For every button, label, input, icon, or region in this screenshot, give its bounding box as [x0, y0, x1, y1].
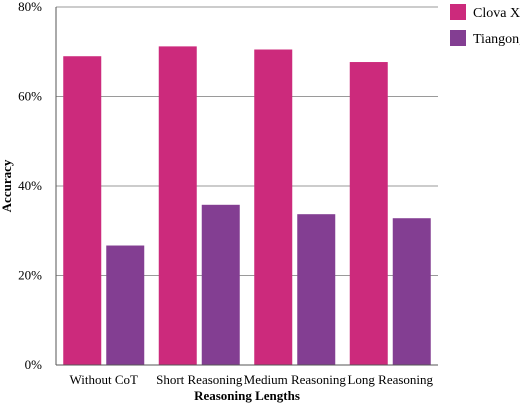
x-tick-label: Without CoT: [70, 372, 139, 387]
bar-tiangong: [392, 218, 431, 365]
bar-tiangong: [201, 204, 240, 365]
bar-clova-x-n: [63, 56, 102, 365]
bar-clova-x-n: [254, 49, 293, 365]
x-tick-labels: Without CoT Short Reasoning Medium Reasoni…: [70, 372, 434, 387]
x-tick-label: Short Reasoning: [156, 372, 243, 387]
bar-clova-x-n: [158, 46, 197, 365]
bars: [63, 46, 431, 365]
y-tick-label: 20%: [18, 268, 42, 283]
legend-label: Clova X N: [473, 6, 520, 21]
bar-tiangong: [297, 214, 336, 365]
bar-tiangong: [106, 245, 145, 365]
y-tick-label: 0%: [25, 357, 43, 372]
y-axis-title: Accuracy: [0, 159, 14, 212]
y-tick-label: 40%: [18, 178, 42, 193]
legend: Clova X N Tiangong: [450, 4, 520, 47]
y-tick-labels: 0% 20% 40% 60% 80%: [18, 0, 42, 372]
x-tick-label: Long Reasoning: [347, 372, 433, 387]
legend-swatch: [450, 4, 466, 20]
bar-clova-x-n: [349, 62, 388, 365]
legend-swatch: [450, 30, 466, 46]
y-tick-label: 60%: [18, 89, 42, 104]
x-tick-label: Medium Reasoning: [244, 372, 347, 387]
axes: [55, 7, 438, 366]
x-axis-title: Reasoning Lengths: [194, 388, 300, 403]
y-tick-label: 80%: [18, 0, 42, 14]
legend-label: Tiangong: [473, 32, 520, 47]
